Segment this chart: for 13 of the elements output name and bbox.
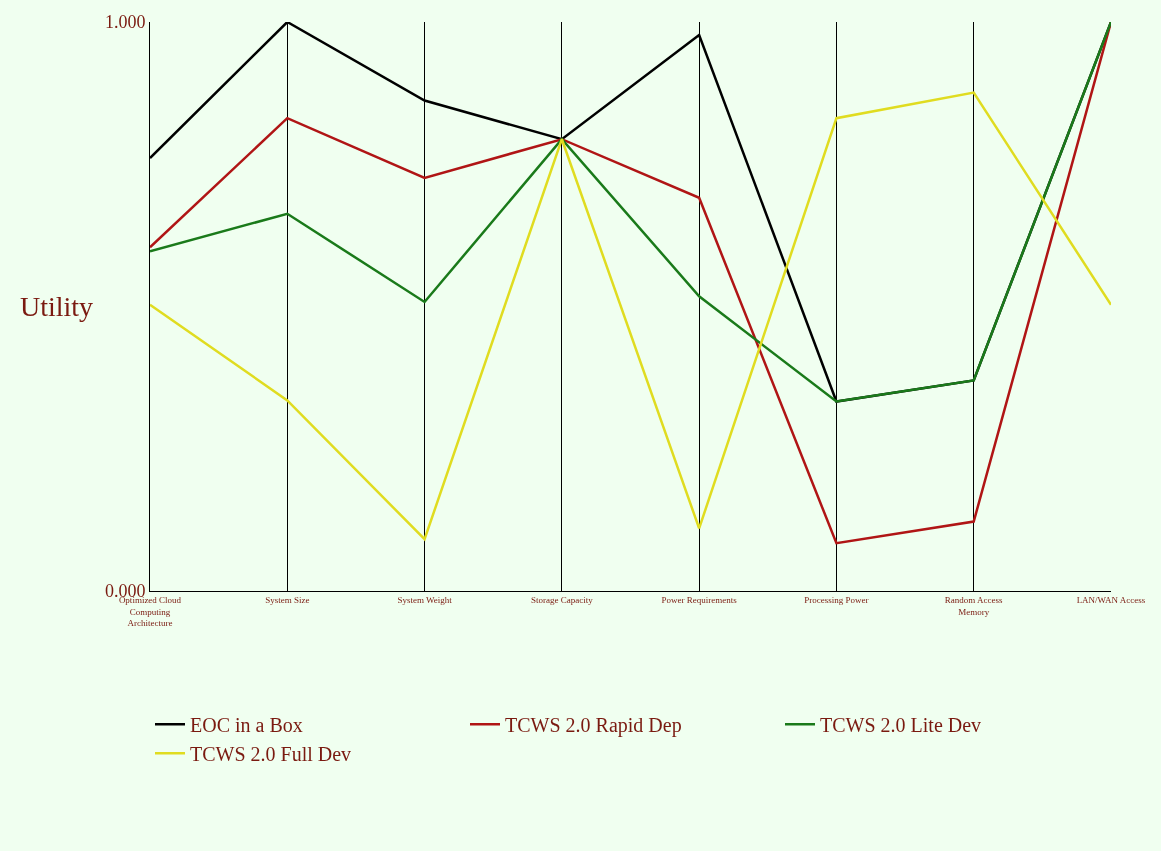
x-tick-label: Power Requirements xyxy=(661,594,738,605)
x-tick-label: LAN/WAN Access xyxy=(1076,594,1146,605)
x-tick-label: Storage Capacity xyxy=(530,594,594,605)
legend-label: TCWS 2.0 Rapid Dep xyxy=(505,714,682,738)
x-tick-label: System Size xyxy=(265,594,310,605)
y-tick-label: 1.000 xyxy=(104,12,146,33)
x-tick-label: Processing Power xyxy=(804,594,869,605)
legend-label: TCWS 2.0 Lite Dev xyxy=(820,714,982,737)
legend-label: TCWS 2.0 Full Dev xyxy=(190,743,352,766)
legend-label: EOC in a Box xyxy=(190,714,303,737)
x-tick-label: System Weight xyxy=(397,594,453,605)
y-axis-title: Utility xyxy=(20,291,94,322)
x-tick-label: Random Access Memory xyxy=(944,594,1004,617)
